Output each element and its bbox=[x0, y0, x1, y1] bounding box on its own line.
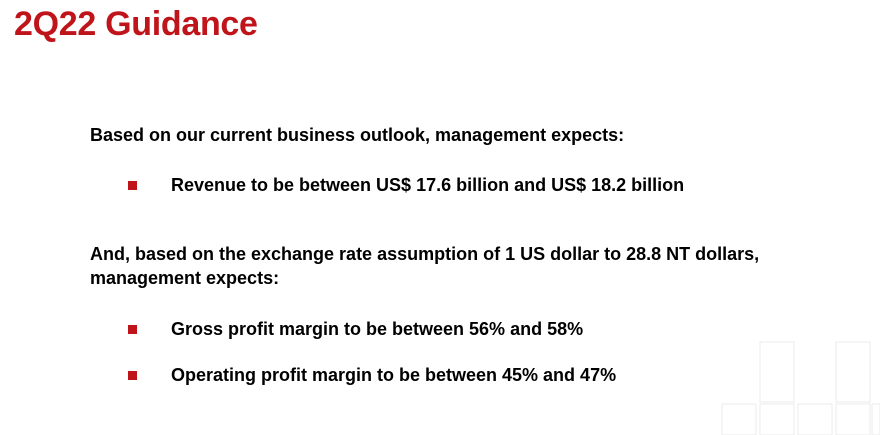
square-bullet-icon bbox=[128, 324, 137, 334]
bullet-text-revenue: Revenue to be between US$ 17.6 billion a… bbox=[171, 175, 685, 195]
slide-title: 2Q22 Guidance bbox=[14, 5, 258, 43]
exchange-rate-paragraph: And, based on the exchange rate assumpti… bbox=[90, 244, 760, 288]
list-item-gross-margin: Gross profit margin to be between 56% an… bbox=[128, 317, 583, 341]
intro-paragraph: Based on our current business outlook, m… bbox=[90, 125, 625, 145]
square-bullet-icon bbox=[128, 180, 137, 190]
list-item-revenue: Revenue to be between US$ 17.6 billion a… bbox=[128, 173, 684, 197]
square-bullet-icon bbox=[128, 370, 137, 380]
list-item-operating-margin: Operating profit margin to be between 45… bbox=[128, 363, 616, 387]
bullet-text-operating-margin: Operating profit margin to be between 45… bbox=[171, 365, 617, 385]
bullet-text-gross-margin: Gross profit margin to be between 56% an… bbox=[171, 319, 584, 339]
